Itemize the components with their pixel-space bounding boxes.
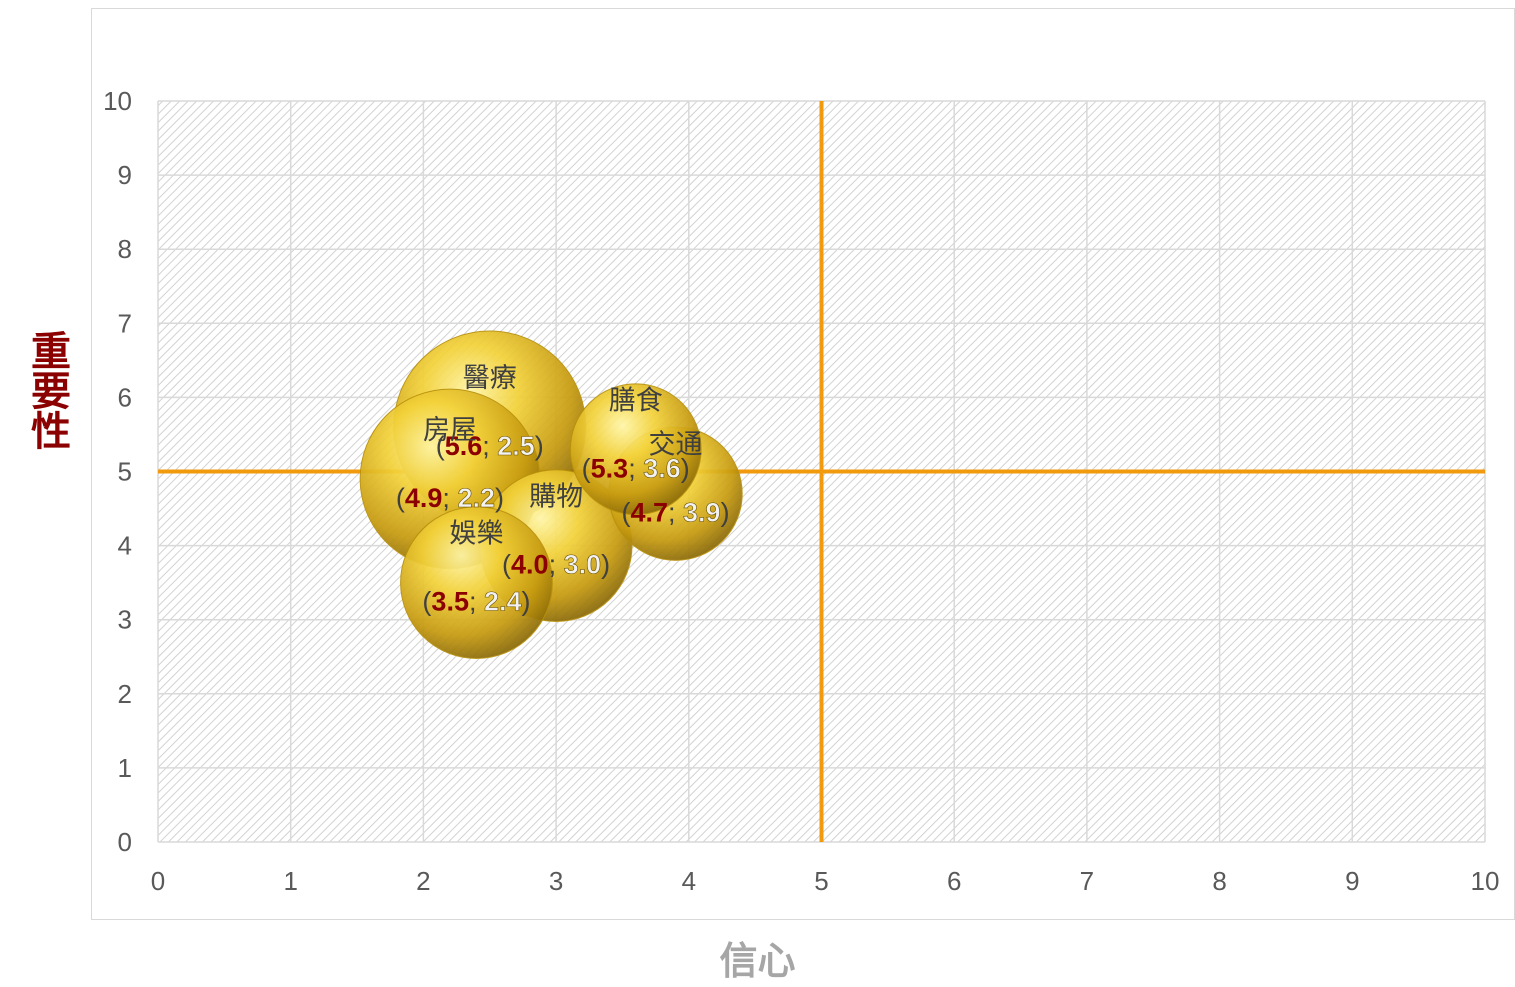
x-tick-label: 0: [151, 866, 165, 896]
bubble-name-label: 醫療: [463, 363, 517, 393]
bubble-value-label: (4.7; 3.9): [621, 498, 729, 528]
bubble-value-label: (5.6; 2.5): [436, 431, 544, 461]
bubble-value-label: (4.9; 2.2): [396, 483, 504, 513]
bubble-name-label: 娛樂: [449, 519, 503, 549]
bubble-name-label: 膳食: [609, 385, 663, 415]
bubble-name-label: 購物: [529, 482, 583, 512]
bubble-point: [400, 506, 553, 660]
y-tick-label: 2: [118, 679, 132, 709]
x-tick-label: 2: [416, 866, 430, 896]
x-tick-label: 4: [682, 866, 696, 896]
x-tick-label: 9: [1345, 866, 1359, 896]
y-tick-label: 4: [118, 531, 132, 561]
x-tick-label: 8: [1212, 866, 1226, 896]
y-tick-label: 7: [118, 308, 132, 338]
x-tick-label: 5: [814, 866, 828, 896]
y-tick-label: 3: [118, 605, 132, 635]
bubble-value-label: (5.3; 3.6): [582, 453, 690, 483]
bubble-name-label: 房屋: [423, 415, 477, 445]
bubble-value-label: (3.5; 2.4): [422, 587, 530, 617]
y-axis-title: 重要性: [25, 330, 69, 450]
bubble-point: [569, 383, 702, 516]
bubble-value-label: (4.0; 3.0): [502, 550, 610, 580]
x-axis-title: 信心: [719, 941, 796, 983]
y-tick-label: 10: [103, 86, 132, 116]
y-tick-label: 0: [118, 827, 132, 857]
y-tick-label: 9: [118, 160, 132, 190]
x-tick-label: 6: [947, 866, 961, 896]
y-tick-label: 5: [118, 457, 132, 487]
y-tick-label: 1: [118, 753, 132, 783]
y-tick-label: 6: [118, 382, 132, 412]
bubble-name-label: 交通: [649, 430, 703, 460]
x-tick-label: 7: [1080, 866, 1094, 896]
x-tick-label: 10: [1471, 866, 1500, 896]
y-tick-label: 8: [118, 234, 132, 264]
x-tick-label: 3: [549, 866, 563, 896]
x-tick-label: 1: [283, 866, 297, 896]
